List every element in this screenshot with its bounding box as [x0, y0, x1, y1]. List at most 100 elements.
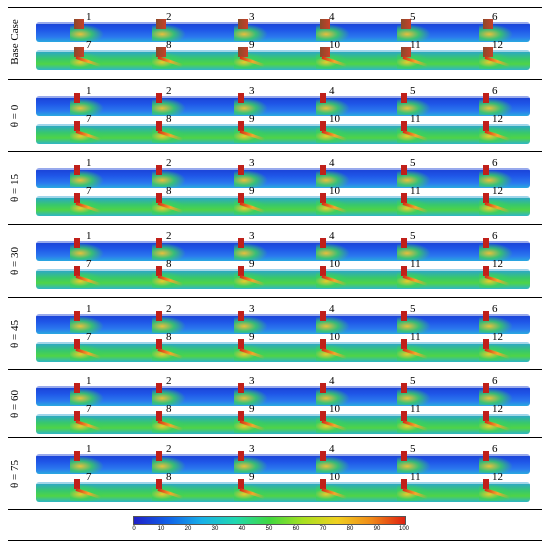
jet-inlet	[401, 479, 407, 489]
row-label-text: θ = 30	[9, 247, 21, 275]
jet-number: 1	[86, 11, 92, 23]
jet-inlet	[238, 339, 244, 349]
jet-number: 2	[166, 443, 172, 455]
channel-wall	[36, 269, 530, 271]
jet-number: 7	[86, 258, 92, 270]
jet-inlet	[74, 311, 80, 321]
colorbar	[133, 516, 406, 525]
channel-wall	[36, 241, 530, 243]
jet-inlet	[74, 383, 80, 393]
channel-wall	[36, 50, 530, 52]
jet-number: 3	[249, 157, 255, 169]
row-label-text: θ = 75	[9, 460, 21, 488]
flow-channel-lower	[36, 479, 530, 502]
jet-inlet	[401, 238, 407, 248]
jet-inlet	[483, 193, 489, 203]
jet-number: 5	[410, 303, 416, 315]
jet-inlet	[156, 479, 162, 489]
jet-number: 4	[329, 157, 335, 169]
jet-inlet	[156, 383, 162, 393]
channel-wall	[36, 482, 530, 484]
jet-inlet	[401, 47, 411, 57]
jet-inlet	[483, 165, 489, 175]
jet-inlet	[74, 47, 84, 57]
jet-inlet	[483, 47, 493, 57]
jet-number: 5	[410, 157, 416, 169]
row-label: θ = 15	[0, 154, 30, 222]
jet-number: 6	[492, 443, 498, 455]
jet-inlet	[74, 266, 80, 276]
jet-inlet	[483, 93, 489, 103]
jet-number: 7	[86, 471, 92, 483]
flow-channel-lower	[36, 339, 530, 362]
jet-inlet	[238, 383, 244, 393]
jet-inlet	[238, 451, 244, 461]
colorbar-tick-label: 70	[319, 526, 327, 532]
jet-number: 12	[492, 39, 503, 51]
jet-inlet	[156, 47, 166, 57]
jet-inlet	[320, 339, 326, 349]
jet-number: 12	[492, 331, 503, 343]
jet-inlet	[74, 411, 80, 421]
jet-number: 1	[86, 375, 92, 387]
jet-number: 11	[410, 258, 421, 270]
row-label: θ = 0	[0, 82, 30, 150]
jet-inlet	[238, 266, 244, 276]
jet-number: 4	[329, 230, 335, 242]
jet-number: 11	[410, 39, 421, 51]
colorbar-tick-label: 20	[184, 526, 192, 532]
jet-inlet	[74, 93, 80, 103]
jet-inlet	[320, 411, 326, 421]
jet-number: 12	[492, 185, 503, 197]
jet-number: 3	[249, 11, 255, 23]
channel-wall	[36, 124, 530, 126]
jet-number: 7	[86, 113, 92, 125]
flow-channel-lower	[36, 266, 530, 289]
jet-number: 7	[86, 331, 92, 343]
channel-wall	[36, 196, 530, 198]
jet-number: 3	[249, 85, 255, 97]
row-label: θ = 75	[0, 440, 30, 508]
jet-inlet	[74, 165, 80, 175]
jet-inlet	[320, 47, 330, 57]
jet-number: 10	[329, 331, 340, 343]
jet-number: 12	[492, 471, 503, 483]
jet-number: 2	[166, 85, 172, 97]
jet-inlet	[238, 479, 244, 489]
jet-number: 1	[86, 230, 92, 242]
jet-inlet	[238, 165, 244, 175]
channel-wall	[36, 168, 530, 170]
jet-inlet	[238, 121, 244, 131]
jet-number: 6	[492, 85, 498, 97]
jet-number: 3	[249, 303, 255, 315]
jet-number: 5	[410, 443, 416, 455]
channel-wall	[36, 96, 530, 98]
jet-number: 7	[86, 185, 92, 197]
channel-wall	[36, 342, 530, 344]
jet-number: 2	[166, 230, 172, 242]
jet-inlet	[320, 19, 330, 29]
jet-inlet	[483, 266, 489, 276]
separator-line	[8, 151, 542, 152]
jet-inlet	[483, 238, 489, 248]
jet-inlet	[320, 383, 326, 393]
jet-number: 8	[166, 39, 172, 51]
jet-inlet	[483, 19, 493, 29]
jet-inlet	[401, 93, 407, 103]
separator-line	[8, 297, 542, 298]
jet-inlet	[156, 193, 162, 203]
jet-inlet	[401, 383, 407, 393]
row-label: θ = 30	[0, 227, 30, 295]
flow-channel-upper	[36, 165, 530, 188]
colorbar-tick-label: 80	[346, 526, 354, 532]
jet-number: 8	[166, 258, 172, 270]
colorbar-tick-label: 60	[292, 526, 300, 532]
jet-number: 2	[166, 157, 172, 169]
jet-number: 1	[86, 303, 92, 315]
row-label-text: Base Case	[9, 19, 21, 65]
row-label-text: θ = 45	[9, 320, 21, 348]
jet-number: 10	[329, 39, 340, 51]
jet-inlet	[238, 193, 244, 203]
jet-number: 5	[410, 85, 416, 97]
jet-number: 11	[410, 113, 421, 125]
